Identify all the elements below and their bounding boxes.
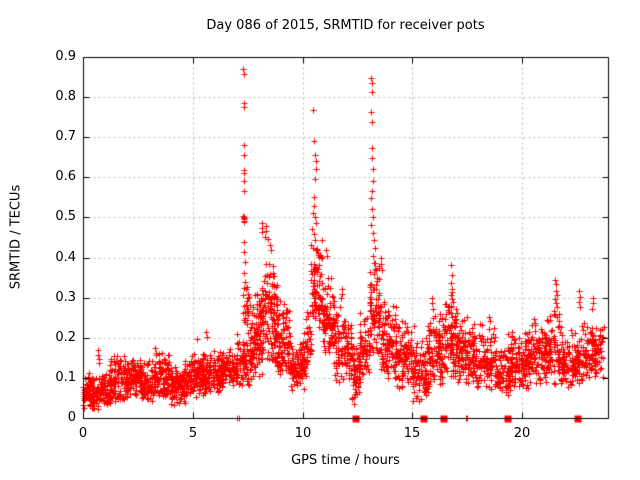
y-tick-label: 0.2: [55, 330, 76, 345]
x-tick-label: 15: [403, 426, 421, 441]
y-tick-label: 0.1: [55, 370, 76, 385]
y-tick-label: 0.6: [55, 169, 76, 184]
y-tick-label: 0.5: [55, 209, 76, 224]
x-tick-label: 20: [513, 426, 531, 441]
x-axis-label: GPS time / hours: [291, 453, 400, 468]
y-tick-label: 0.9: [55, 49, 76, 64]
x-tick-label: 0: [78, 426, 88, 441]
x-tick-label: 5: [188, 426, 198, 441]
x-tick-label: 10: [294, 426, 312, 441]
y-tick-label: 0.8: [55, 89, 76, 104]
y-tick-label: 0: [67, 410, 76, 425]
chart-title: Day 086 of 2015, SRMTID for receiver pot…: [206, 18, 485, 33]
y-tick-label: 0.3: [55, 290, 76, 305]
y-axis-label: SRMTID / TECUs: [8, 184, 24, 290]
y-tick-label: 0.4: [55, 250, 76, 265]
y-tick-label: 0.7: [55, 129, 76, 144]
